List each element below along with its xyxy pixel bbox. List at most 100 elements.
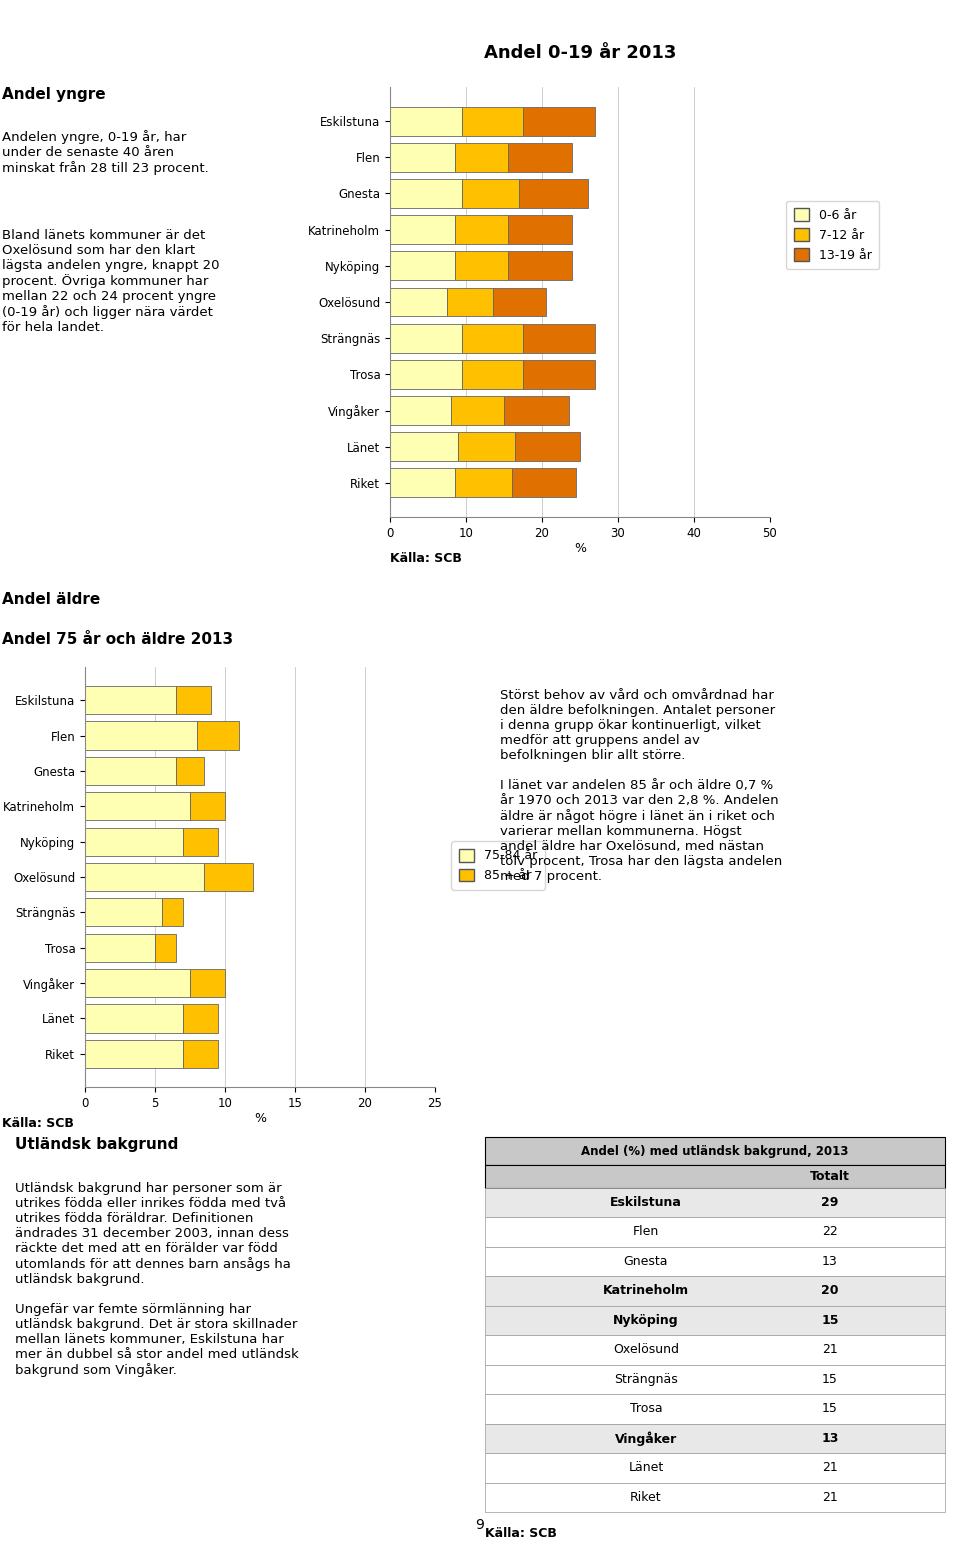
Bar [512, 469, 576, 498]
Text: Trosa: Trosa [630, 1402, 662, 1416]
Text: Andel 0-19 år 2013: Andel 0-19 år 2013 [484, 43, 676, 62]
Legend: 0-6 år, 7-12 år, 13-19 år: 0-6 år, 7-12 år, 13-19 år [786, 201, 879, 269]
Bar [462, 179, 519, 207]
Bar [485, 1394, 945, 1423]
Text: Riket: Riket [630, 1491, 661, 1504]
Text: Andel 75 år och äldre 2013: Andel 75 år och äldre 2013 [2, 633, 233, 647]
Text: 9: 9 [475, 1518, 485, 1532]
Bar [523, 107, 595, 136]
Text: Länet: Länet [629, 1462, 663, 1474]
Bar [390, 107, 462, 136]
X-axis label: %: % [574, 543, 586, 555]
Bar [85, 1040, 183, 1067]
Text: Källa: SCB: Källa: SCB [2, 1117, 74, 1129]
Bar [390, 215, 455, 244]
Text: Katrineholm: Katrineholm [603, 1284, 689, 1298]
Bar [155, 933, 176, 962]
Bar [390, 396, 451, 425]
Bar [190, 792, 225, 820]
Text: Bland länets kommuner är det
Oxelösund som har den klart
lägsta andelen yngre, k: Bland länets kommuner är det Oxelösund s… [2, 229, 220, 334]
Text: Oxelösund: Oxelösund [613, 1343, 679, 1357]
Bar [162, 899, 183, 927]
Text: 15: 15 [821, 1313, 839, 1327]
Bar [485, 1335, 945, 1364]
Bar [455, 142, 508, 172]
Bar [485, 1482, 945, 1511]
Bar [85, 721, 197, 750]
Text: Totalt: Totalt [810, 1170, 850, 1183]
Bar [447, 288, 492, 317]
Bar [485, 1188, 945, 1217]
Bar [85, 756, 176, 784]
Bar [451, 396, 504, 425]
Bar [462, 360, 523, 388]
Text: Strängnäs: Strängnäs [614, 1372, 678, 1386]
Bar [85, 933, 155, 962]
Text: 15: 15 [822, 1402, 838, 1416]
Text: 13: 13 [822, 1255, 838, 1269]
Bar [516, 432, 580, 461]
Bar [485, 1247, 945, 1276]
Text: 22: 22 [822, 1225, 838, 1238]
Text: Störst behov av vård och omvårdnad har
den äldre befolkningen. Antalet personer
: Störst behov av vård och omvårdnad har d… [500, 688, 782, 883]
Bar [492, 288, 546, 317]
Text: 21: 21 [822, 1491, 838, 1504]
Bar [176, 685, 211, 715]
Text: Eskilstuna: Eskilstuna [610, 1196, 682, 1208]
Bar [508, 215, 572, 244]
Bar [485, 1453, 945, 1482]
Bar [523, 360, 595, 388]
Text: Gnesta: Gnesta [624, 1255, 668, 1269]
Bar [183, 1004, 218, 1032]
Bar [390, 288, 447, 317]
Bar [455, 469, 512, 498]
Bar [459, 432, 516, 461]
Text: 13: 13 [822, 1433, 839, 1445]
Bar [390, 432, 459, 461]
Text: Flen: Flen [633, 1225, 660, 1238]
Bar [85, 792, 190, 820]
Bar [523, 323, 595, 353]
Bar [504, 396, 568, 425]
Bar [190, 968, 225, 998]
Bar [183, 1040, 218, 1067]
Bar [85, 685, 176, 715]
Bar [485, 1423, 945, 1453]
Bar [519, 179, 588, 207]
Text: Utländsk bakgrund: Utländsk bakgrund [15, 1137, 179, 1153]
Text: Utländsk bakgrund har personer som är
utrikes födda eller inrikes födda med två
: Utländsk bakgrund har personer som är ut… [15, 1182, 299, 1377]
Bar [390, 251, 455, 280]
Bar [183, 828, 218, 855]
Bar [455, 215, 508, 244]
Bar [508, 251, 572, 280]
Bar [85, 899, 162, 927]
Bar [455, 251, 508, 280]
Bar [485, 1217, 945, 1247]
Text: Nyköping: Nyköping [613, 1313, 679, 1327]
Bar [85, 828, 183, 855]
Bar [485, 1276, 945, 1306]
Text: 21: 21 [822, 1343, 838, 1357]
Bar [204, 863, 253, 891]
Text: Andel äldre: Andel äldre [2, 593, 100, 606]
Bar [390, 142, 455, 172]
Bar [85, 968, 190, 998]
Text: 20: 20 [821, 1284, 839, 1298]
Text: 21: 21 [822, 1462, 838, 1474]
Text: Andelen yngre, 0-19 år, har
under de senaste 40 åren
minskat från 28 till 23 pro: Andelen yngre, 0-19 år, har under de sen… [2, 130, 208, 190]
Bar [197, 721, 239, 750]
Bar [390, 179, 462, 207]
Bar [390, 360, 462, 388]
Bar [485, 1165, 945, 1188]
Bar [485, 1137, 945, 1165]
Text: Vingåker: Vingåker [614, 1431, 677, 1445]
Text: 15: 15 [822, 1372, 838, 1386]
Bar [485, 1364, 945, 1394]
Bar [85, 863, 204, 891]
Bar [462, 107, 523, 136]
Bar [508, 142, 572, 172]
Bar [462, 323, 523, 353]
Bar [485, 1306, 945, 1335]
X-axis label: %: % [254, 1112, 266, 1126]
Bar [85, 1004, 183, 1032]
